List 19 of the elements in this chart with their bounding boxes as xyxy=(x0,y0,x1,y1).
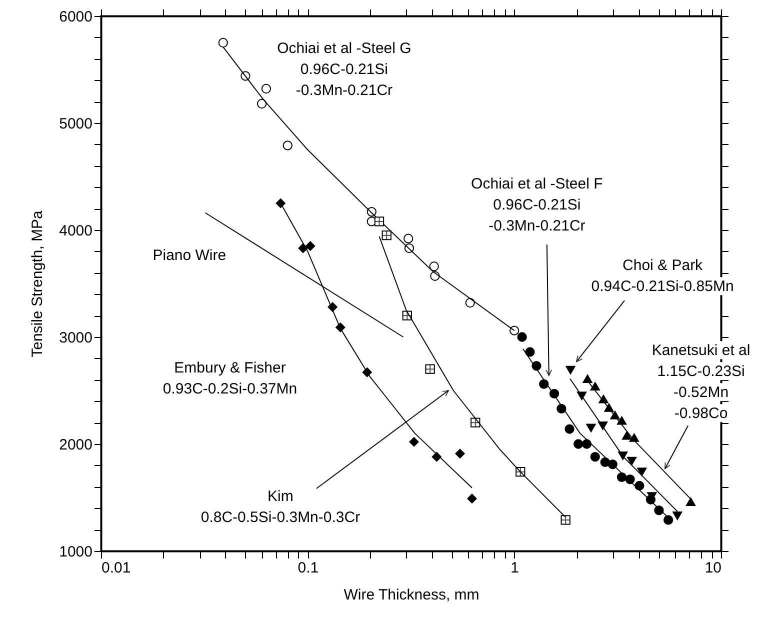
annotation: Piano Wire xyxy=(152,246,226,264)
x-tick-label: 0.1 xyxy=(298,560,319,576)
x-tick-label: 10 xyxy=(704,560,722,576)
y-axis-title: Tensile Strength, MPa xyxy=(29,210,46,358)
annotation: Ochiai et al -Steel G 0.96C-0.21Si -0.3Mn-0.21Cr xyxy=(277,40,412,99)
y-tick-label: 5000 xyxy=(59,116,92,132)
y-tick-label: 1000 xyxy=(59,544,92,560)
y-tick-label: 4000 xyxy=(59,222,92,240)
annotation: Kim 0.8C-0.5Si-0.3Mn-0.3Cr xyxy=(200,488,360,526)
y-tick-label: 6000 xyxy=(59,8,92,26)
annotation: Embury & Fisher 0.93C-0.2Si-0.37Mn xyxy=(162,360,298,398)
annotation: Choi & Park 0.94C-0.21Si-0.85Mn xyxy=(591,257,734,296)
annotation: Ochiai et al -Steel F 0.96C-0.21Si -0.3Mn-0.21Cr xyxy=(471,176,603,235)
y-tick-label: 3000 xyxy=(59,330,92,346)
x-tick-label: 1 xyxy=(510,560,520,576)
x-tick-label: 0.01 xyxy=(102,560,131,576)
y-tick-label: 2000 xyxy=(59,436,92,454)
annotation: Kanetsuki et al 1.15C-0.23Si -0.52Mn -0.98Co xyxy=(652,342,750,422)
x-axis-title: Wire Thickness, mm xyxy=(344,586,480,604)
